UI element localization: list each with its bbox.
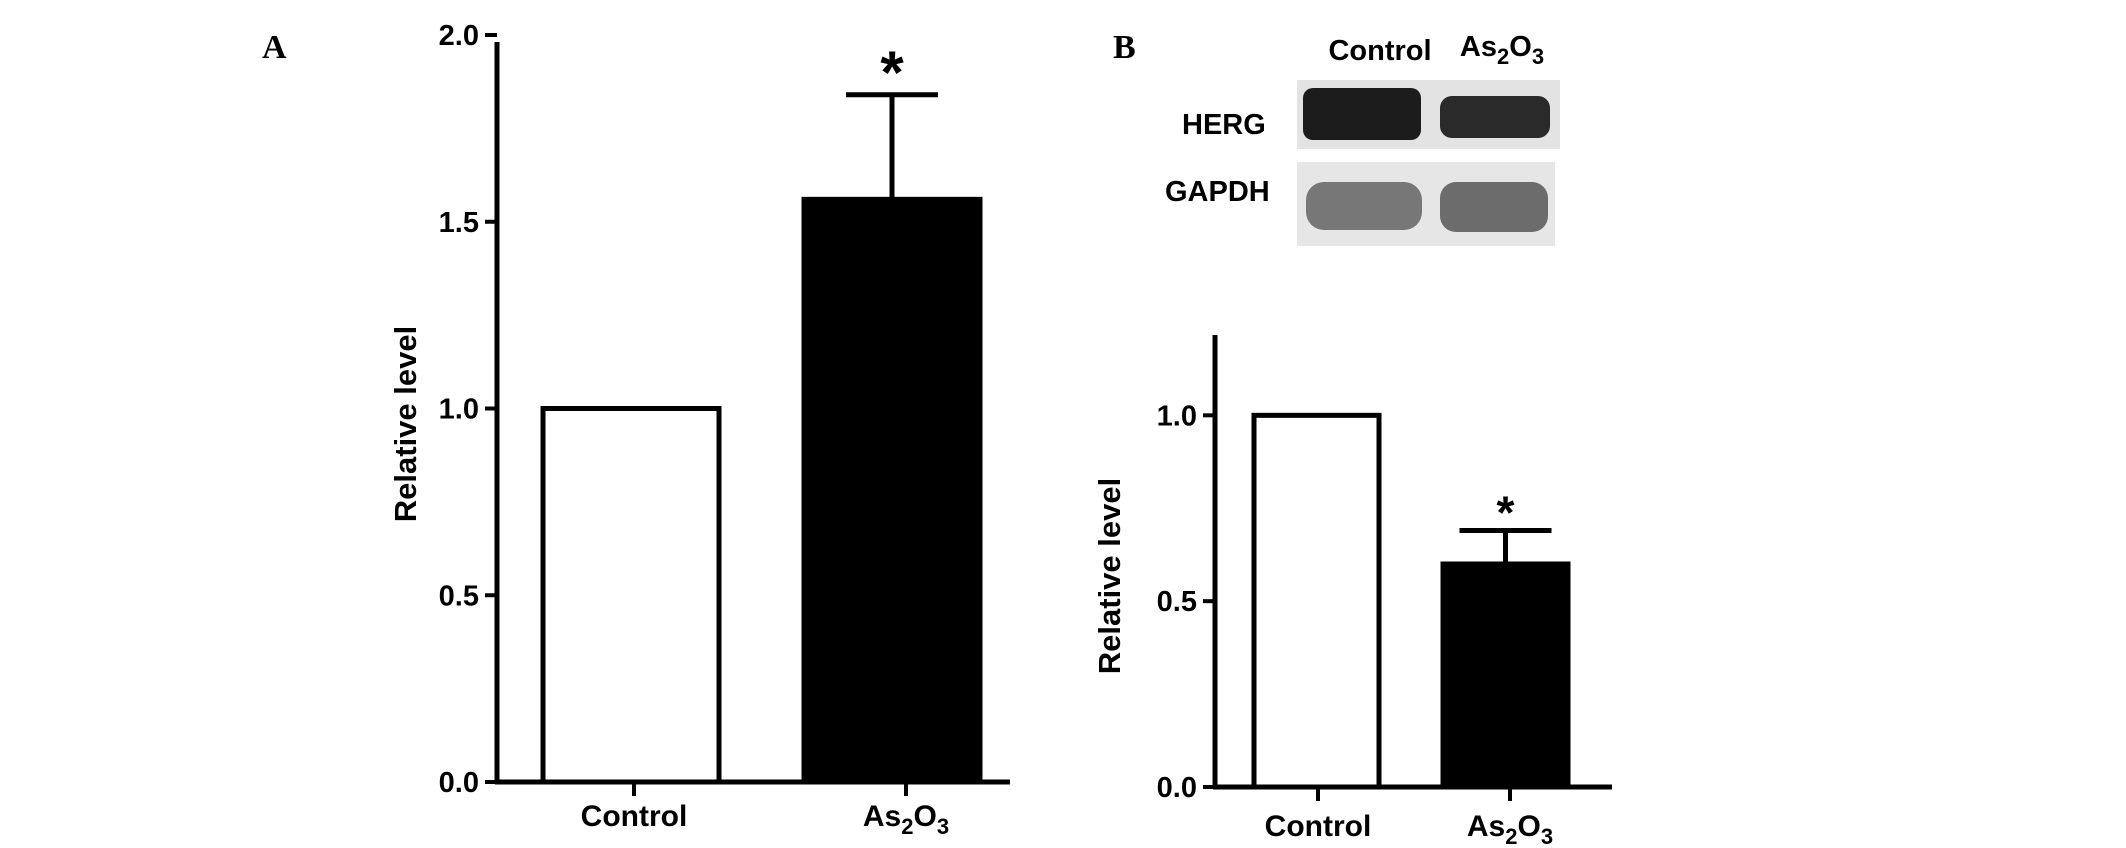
y-tick-label: 1.0 (439, 394, 479, 426)
panel-b-bars: * (1251, 412, 1571, 790)
significance-marker: * (1497, 487, 1515, 539)
panel-b-label: B (1113, 29, 1136, 66)
panel-b-ylabel: Relative level (1092, 478, 1127, 674)
blot-row-gapdh-label: GAPDH (1165, 176, 1270, 208)
panel-a-bars: * (540, 39, 983, 785)
panel-b-y-ticks: 0.0 0.5 1.0 (1157, 400, 1215, 804)
bar-as2o3 (1440, 561, 1571, 790)
x-tick-label-control: Control (1265, 810, 1372, 843)
y-tick-label: 0.0 (1157, 772, 1197, 804)
panel-a-ylabel: Relative level (388, 326, 423, 522)
bar-control (1251, 412, 1382, 790)
gapdh-band-control (1306, 182, 1422, 230)
panel-a-y-ticks: 0.0 0.5 1.0 1.5 2.0 (439, 20, 497, 799)
panel-a-x-labels: Control As2O3 (581, 782, 949, 839)
y-tick-label: 0.0 (439, 767, 479, 799)
gapdh-band-as2o3 (1440, 182, 1548, 232)
y-tick-label: 0.5 (439, 580, 479, 612)
panel-b: B Control As2O3 HERG GAPDH Relative leve… (1092, 29, 1612, 848)
blot-lane-control-label: Control (1328, 35, 1431, 67)
western-blot: Control As2O3 HERG GAPDH (1165, 31, 1560, 246)
significance-marker: * (880, 39, 904, 106)
panel-a: A Relative level 0.0 0.5 1.0 1.5 2.0 * Contr… (262, 20, 1010, 839)
y-tick-label: 1.0 (1157, 400, 1197, 432)
blot-row-herg-label: HERG (1182, 109, 1266, 141)
x-tick-label-as2o3: As2O3 (863, 800, 949, 839)
y-tick-label: 2.0 (439, 20, 479, 52)
y-tick-label: 0.5 (1157, 586, 1197, 618)
x-tick-label-control: Control (581, 800, 688, 833)
bar-as2o3 (801, 196, 983, 785)
panel-b-x-labels: Control As2O3 (1265, 787, 1553, 848)
panel-a-label: A (262, 29, 287, 66)
x-tick-label-as2o3: As2O3 (1467, 810, 1553, 848)
herg-band-control (1303, 88, 1421, 140)
herg-band-as2o3 (1440, 96, 1550, 138)
blot-lane-as2o3-label: As2O3 (1460, 31, 1544, 69)
y-tick-label: 1.5 (439, 207, 479, 239)
bar-control (540, 406, 722, 785)
